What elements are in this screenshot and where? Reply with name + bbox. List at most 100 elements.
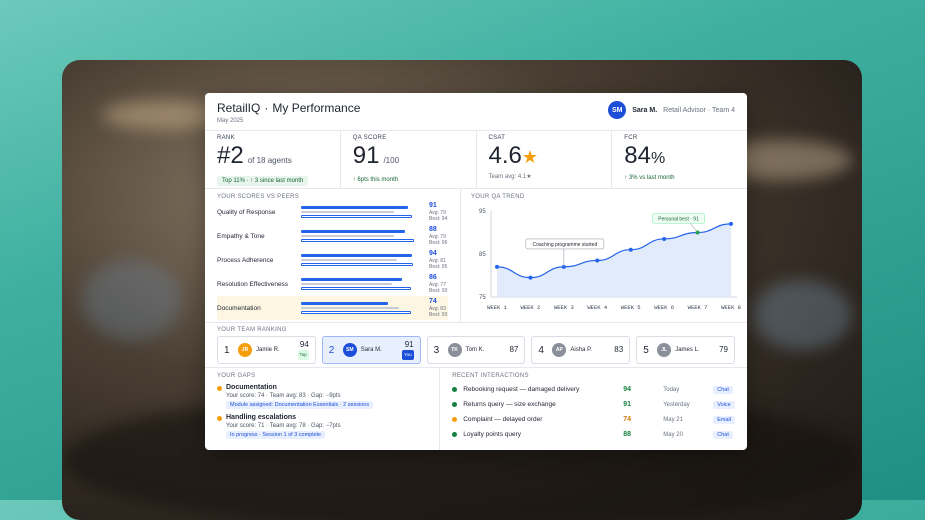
- interaction-score: 94: [623, 386, 632, 393]
- best-score-bar: [301, 311, 411, 314]
- interaction-date: May 20: [663, 431, 683, 438]
- your-score: 94: [429, 250, 437, 257]
- peer-score-row[interactable]: Resolution Effectiveness 86 Avg: 77 Best: …: [217, 272, 448, 296]
- x-tick-label: WEEK 6: [654, 304, 674, 311]
- warning-dot-icon: [217, 386, 222, 391]
- kpi-note: Team avg: 4.1★: [488, 174, 532, 180]
- performance-dashboard: RetailIQ · My Performance May 2025 SM Sara…: [205, 93, 747, 450]
- interaction-date: Yesterday: [663, 401, 690, 408]
- interaction-row[interactable]: Returns query — size exchange 91 Yesterd…: [452, 397, 735, 412]
- agent-name: Tom K.: [465, 347, 485, 353]
- data-point: [495, 264, 499, 269]
- criterion-label: Quality of Response: [217, 208, 276, 216]
- rank-position: 1: [224, 344, 230, 356]
- user-role: Retail Advisor · Team 4: [663, 106, 735, 114]
- y-tick-label: 75: [479, 295, 486, 301]
- avg-score: Avg: 79: [429, 234, 446, 240]
- channel-badge[interactable]: Chat: [713, 385, 733, 394]
- x-tick-label: WEEK 8: [721, 304, 741, 311]
- recent-interactions: RECENT INTERACTIONS Rebooking request — …: [440, 368, 747, 450]
- gap-item[interactable]: Handling escalations Your score: 71 · Te…: [217, 414, 427, 439]
- best-score-bar: [301, 287, 411, 290]
- gap-meta: Your score: 74 · Team avg: 83 · Gap: −9p…: [226, 393, 341, 399]
- peer-score-row[interactable]: Documentation 74 Avg: 83 Best: 93: [217, 296, 448, 320]
- gap-item[interactable]: Documentation Your score: 74 · Team avg:…: [217, 384, 427, 409]
- period-label: May 2025: [217, 118, 244, 124]
- score-bars: [301, 278, 419, 290]
- user-profile[interactable]: SM Sara M. Retail Advisor · Team 4: [608, 101, 735, 119]
- kpi-qa-score: QA SCORE 91/100 ↑ 6pts this month: [341, 131, 477, 188]
- agent-name: Jamie R.: [256, 347, 280, 353]
- channel-badge[interactable]: Voice: [713, 400, 735, 409]
- interaction-row[interactable]: Complaint — delayed order 74 May 21 Emai…: [452, 412, 735, 427]
- avg-score-bar: [301, 306, 399, 310]
- avatar: AP: [552, 343, 567, 357]
- agent-score: 91: [404, 339, 414, 349]
- annotation-leader: [689, 222, 698, 233]
- rank-tag: Top: [297, 349, 309, 360]
- your-score: 86: [429, 274, 437, 281]
- your-gaps: YOUR GAPS Documentation Your score: 74 ·…: [205, 368, 441, 450]
- kpi-label: QA SCORE: [352, 135, 387, 141]
- score-bars: [301, 254, 419, 266]
- x-tick-label: WEEK 3: [554, 304, 574, 311]
- x-tick-label: WEEK 1: [487, 304, 508, 311]
- agent-score: 83: [614, 345, 624, 354]
- agent-name: James L.: [675, 347, 700, 353]
- ranking-card[interactable]: 1 JR Jamie R. 94 Top: [217, 336, 316, 364]
- avg-score: Avg: 81: [429, 258, 446, 264]
- avg-score-bar: [301, 282, 392, 286]
- ranking-card[interactable]: 3 TK Tom K. 87: [426, 336, 526, 364]
- peer-score-row[interactable]: Process Adherence 94 Avg: 81 Best: 95: [217, 248, 448, 272]
- ranking-card[interactable]: 4 AP Aisha P. 83: [531, 336, 631, 364]
- interaction-row[interactable]: Loyalty points query 88 May 20 Chat: [452, 427, 735, 442]
- y-tick-label: 95: [479, 209, 486, 215]
- section-title: YOUR SCORES VS PEERS: [217, 194, 300, 200]
- avg-score-bar: [301, 258, 397, 262]
- qa-trend-chart: YOUR QA TREND 95 85 75 WEEK 1 WEEK 2 WEEK 3 WE…: [461, 189, 747, 322]
- interaction-row[interactable]: Rebooking request — damaged delivery 94 …: [452, 382, 735, 397]
- status-dot-icon: [452, 387, 458, 392]
- data-point: [729, 221, 733, 226]
- gap-tag[interactable]: In progress · Session 1 of 3 complete: [226, 431, 326, 439]
- agent-name: Sara M.: [360, 347, 382, 353]
- annotation-coaching: Coaching programme started: [532, 242, 597, 248]
- criterion-label: Resolution Effectiveness: [217, 280, 289, 288]
- x-tick-label: WEEK 4: [587, 304, 608, 311]
- avatar[interactable]: SM: [608, 101, 627, 119]
- interaction-title: Rebooking request — damaged delivery: [463, 386, 580, 393]
- gap-tag[interactable]: Module assigned: Documentation Essential…: [226, 401, 374, 409]
- ranking-card[interactable]: 5 JL James L. 79: [636, 336, 735, 364]
- peer-score-row[interactable]: Quality of Response 91 Avg: 79 Best: 94: [217, 200, 448, 224]
- channel-badge[interactable]: Email: [713, 415, 735, 424]
- peer-score-row[interactable]: Empathy & Tone 88 Avg: 79 Best: 96: [217, 224, 448, 248]
- channel-badge[interactable]: Chat: [713, 430, 733, 439]
- status-dot-icon: [452, 402, 458, 407]
- agent-score: 87: [509, 345, 519, 354]
- scores-vs-peers: YOUR SCORES VS PEERS Quality of Response…: [205, 189, 461, 322]
- interaction-score: 74: [623, 416, 632, 423]
- best-score: Best: 94: [429, 216, 448, 222]
- ranking-card[interactable]: 2 SM Sara M. 91 You: [321, 336, 421, 364]
- interaction-date: Today: [663, 386, 680, 393]
- x-tick-label: WEEK 2: [521, 304, 541, 311]
- avatar: JL: [657, 343, 672, 357]
- dashboard-header: RetailIQ · My Performance May 2025 SM Sara…: [205, 93, 747, 131]
- your-score-bar: [301, 206, 408, 209]
- your-score-bar: [301, 254, 412, 257]
- score-bars: [301, 206, 419, 218]
- your-score-bar: [301, 302, 388, 305]
- best-score-bar: [301, 215, 412, 218]
- your-score: 88: [429, 226, 437, 233]
- status-dot-icon: [452, 417, 458, 422]
- score-bars: [301, 230, 419, 242]
- your-score-bar: [301, 230, 405, 233]
- data-point: [628, 247, 633, 252]
- kpi-csat: CSAT 4.6★ Team avg: 4.1★: [477, 131, 613, 188]
- series-line: [496, 223, 732, 279]
- avatar: TK: [447, 343, 462, 357]
- section-title: YOUR TEAM RANKING: [217, 327, 287, 333]
- kpi-value: 91: [352, 142, 380, 169]
- annotation-box: [525, 238, 605, 250]
- best-score: Best: 93: [429, 288, 448, 294]
